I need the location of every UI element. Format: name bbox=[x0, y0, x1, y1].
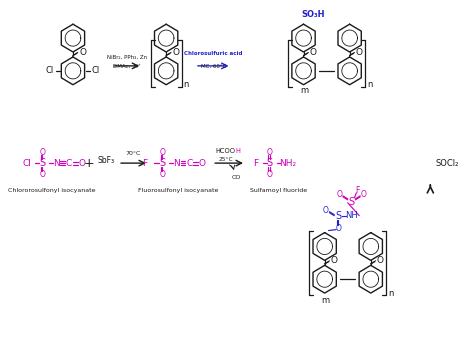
Text: C: C bbox=[186, 159, 192, 168]
Text: O: O bbox=[267, 170, 273, 179]
Text: O: O bbox=[310, 48, 317, 57]
Text: O: O bbox=[377, 256, 384, 265]
Text: m: m bbox=[321, 295, 330, 305]
Text: HCOO: HCOO bbox=[216, 148, 236, 154]
Text: n: n bbox=[367, 80, 373, 89]
Text: O: O bbox=[361, 190, 367, 200]
Text: O: O bbox=[172, 48, 179, 57]
Text: O: O bbox=[159, 170, 165, 179]
Text: DMAc,  H⁺: DMAc, H⁺ bbox=[113, 64, 141, 69]
Text: MC, 60°C: MC, 60°C bbox=[201, 64, 226, 69]
Text: F: F bbox=[355, 186, 359, 195]
Text: SOCl₂: SOCl₂ bbox=[436, 159, 459, 168]
Text: NH₂: NH₂ bbox=[279, 159, 296, 168]
Text: CO: CO bbox=[232, 175, 241, 180]
Text: O: O bbox=[39, 148, 45, 157]
Text: n: n bbox=[388, 289, 393, 297]
Text: Sulfamoyl fluoride: Sulfamoyl fluoride bbox=[250, 189, 307, 193]
Text: O: O bbox=[79, 48, 86, 57]
Text: Chlororosulfonyl isocyanate: Chlororosulfonyl isocyanate bbox=[8, 189, 96, 193]
Text: SO₃H: SO₃H bbox=[301, 10, 325, 19]
Text: F: F bbox=[253, 159, 258, 168]
Text: O: O bbox=[198, 159, 205, 168]
Text: S: S bbox=[335, 211, 341, 221]
Text: O: O bbox=[336, 190, 342, 200]
Text: O: O bbox=[159, 148, 165, 157]
Text: O: O bbox=[331, 256, 338, 265]
Text: SbF₃: SbF₃ bbox=[97, 155, 114, 165]
Text: S: S bbox=[348, 197, 355, 207]
Text: O: O bbox=[78, 159, 85, 168]
Text: N: N bbox=[173, 159, 180, 168]
Text: H: H bbox=[236, 148, 241, 154]
Text: S: S bbox=[39, 158, 46, 168]
Text: NiBr₂, PPh₃, Zn: NiBr₂, PPh₃, Zn bbox=[107, 54, 147, 59]
Text: 70°C: 70°C bbox=[126, 151, 141, 156]
Text: Cl: Cl bbox=[46, 66, 54, 75]
Text: m: m bbox=[301, 86, 309, 95]
Text: +: + bbox=[84, 157, 95, 170]
Text: Chlorosulfuric acid: Chlorosulfuric acid bbox=[184, 51, 243, 56]
Text: O: O bbox=[323, 206, 328, 215]
Text: C: C bbox=[66, 159, 72, 168]
Text: Cl: Cl bbox=[92, 66, 100, 75]
Text: O: O bbox=[39, 170, 45, 179]
Text: O: O bbox=[356, 48, 363, 57]
Text: O: O bbox=[267, 148, 273, 157]
Text: NH: NH bbox=[345, 211, 358, 220]
Text: O: O bbox=[335, 224, 341, 233]
Text: 25°C: 25°C bbox=[219, 157, 233, 162]
Text: Cl: Cl bbox=[22, 159, 31, 168]
Text: n: n bbox=[183, 80, 189, 89]
Text: Fluorosulfonyl isocyanate: Fluorosulfonyl isocyanate bbox=[138, 189, 219, 193]
Text: S: S bbox=[159, 158, 165, 168]
Text: S: S bbox=[267, 158, 273, 168]
Text: N: N bbox=[53, 159, 60, 168]
Text: F: F bbox=[143, 159, 147, 168]
